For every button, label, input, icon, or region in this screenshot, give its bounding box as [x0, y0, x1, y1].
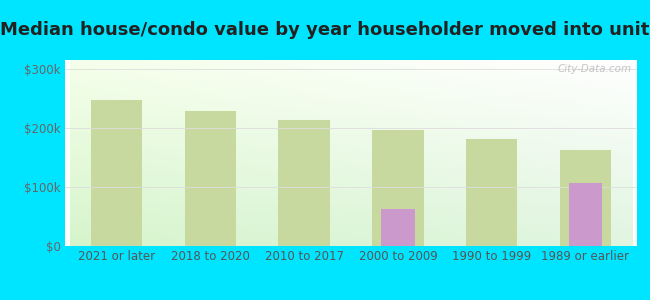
- Text: City-Data.com: City-Data.com: [557, 64, 631, 74]
- Bar: [466, 139, 517, 246]
- Bar: [381, 209, 415, 246]
- Bar: [91, 100, 142, 246]
- Bar: [185, 111, 236, 246]
- Bar: [569, 183, 602, 246]
- Bar: [560, 150, 611, 246]
- Bar: [372, 130, 424, 246]
- Bar: [278, 120, 330, 246]
- Text: Median house/condo value by year householder moved into unit: Median house/condo value by year househo…: [0, 21, 650, 39]
